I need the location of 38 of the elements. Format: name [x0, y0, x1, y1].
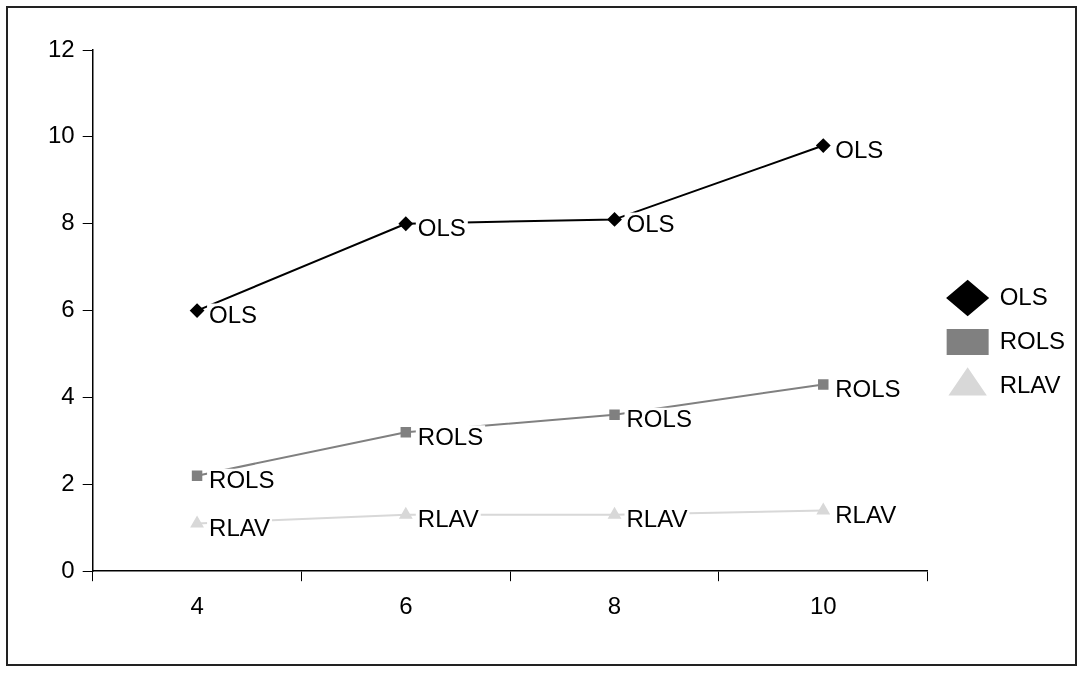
- annotation: OLS: [417, 214, 466, 242]
- annotation: ROLS: [626, 405, 692, 433]
- legend-label: ROLS: [999, 326, 1065, 354]
- point: [190, 303, 205, 318]
- annotation: RLAV: [835, 501, 897, 529]
- annotation: RLAV: [209, 514, 270, 542]
- y-tick-label: 6: [61, 295, 75, 323]
- point: [608, 507, 621, 519]
- point: [191, 470, 203, 481]
- point: [190, 516, 204, 528]
- x-tick-label: 8: [607, 592, 622, 620]
- point: [400, 426, 412, 438]
- annotation: ROLS: [209, 466, 275, 494]
- y-tick-label: 8: [61, 208, 75, 236]
- annotation: OLS: [209, 301, 258, 329]
- point: [816, 138, 831, 153]
- y-tick-label: 4: [61, 382, 75, 410]
- point: [398, 216, 413, 231]
- annotation: RLAV: [417, 505, 479, 533]
- point: [817, 503, 830, 515]
- annotation: OLS: [626, 210, 675, 238]
- x-tick-label: 6: [399, 592, 413, 620]
- annotation: ROLS: [417, 422, 484, 450]
- y-tick-label: 0: [61, 555, 75, 583]
- y-tick-label: 10: [47, 121, 75, 149]
- point: [609, 409, 620, 421]
- annotation: RLAV: [626, 505, 688, 533]
- legend-label: OLS: [999, 282, 1048, 310]
- y-tick-label: 12: [47, 34, 75, 62]
- annotation: ROLS: [835, 375, 901, 403]
- point: [399, 507, 412, 519]
- legend-label: RLAV: [999, 370, 1061, 398]
- y-tick-label: 2: [61, 468, 75, 496]
- annotation: OLS: [835, 136, 884, 164]
- point: [607, 212, 622, 227]
- point: [818, 379, 829, 390]
- x-tick-label: 10: [809, 592, 837, 620]
- x-tick-label: 4: [190, 592, 204, 620]
